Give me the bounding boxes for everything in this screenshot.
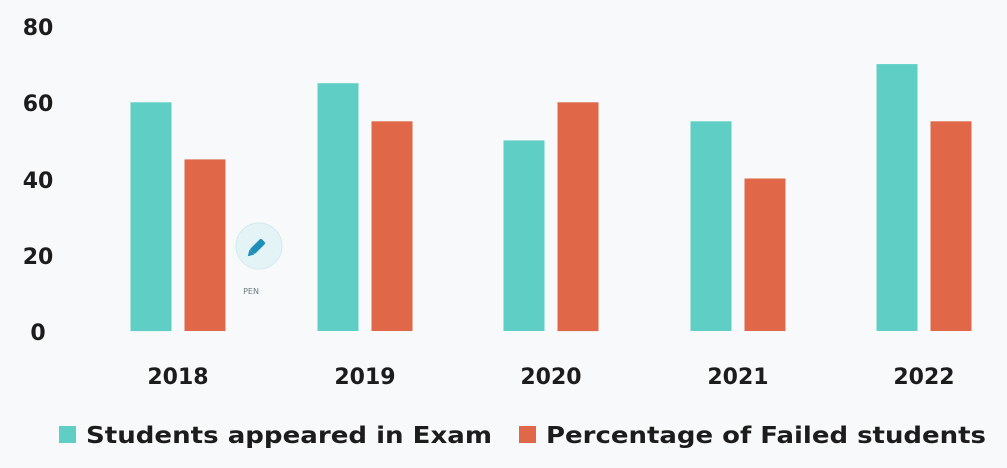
y-tick-60: 60 bbox=[23, 92, 54, 117]
y-tick-20: 20 bbox=[23, 245, 54, 270]
legend-swatch-students-appeared bbox=[59, 426, 76, 443]
bar-failed-percentage-2020 bbox=[557, 102, 599, 332]
y-tick-80: 80 bbox=[23, 16, 54, 41]
x-tick-2020: 2020 bbox=[520, 365, 581, 390]
pen-tool-label: PEN bbox=[243, 287, 259, 296]
legend-swatch-failed-percentage bbox=[519, 426, 536, 443]
bar-students-appeared-2019 bbox=[317, 83, 359, 331]
x-axis: 2018 2019 2020 2021 2022 bbox=[147, 365, 954, 390]
x-tick-2019: 2019 bbox=[334, 365, 395, 390]
bar-failed-percentage-2018 bbox=[184, 159, 226, 331]
y-tick-0: 0 bbox=[30, 321, 45, 346]
bars-group bbox=[130, 64, 972, 332]
y-axis: 80 60 40 20 0 bbox=[23, 16, 54, 346]
bar-failed-percentage-2019 bbox=[371, 121, 413, 331]
legend-label-students-appeared: Students appeared in Exam bbox=[86, 423, 492, 449]
legend: Students appeared in Exam Percentage of … bbox=[59, 423, 986, 449]
bar-students-appeared-2020 bbox=[503, 140, 545, 331]
pen-icon bbox=[247, 239, 265, 257]
x-tick-2022: 2022 bbox=[893, 365, 954, 390]
bar-students-appeared-2018 bbox=[130, 102, 172, 332]
pen-tool-button[interactable]: PEN bbox=[235, 222, 283, 296]
legend-label-failed-percentage: Percentage of Failed students bbox=[546, 423, 986, 449]
y-tick-40: 40 bbox=[23, 169, 54, 194]
bar-failed-percentage-2021 bbox=[744, 178, 786, 331]
bar-failed-percentage-2022 bbox=[930, 121, 972, 331]
bar-students-appeared-2022 bbox=[876, 64, 918, 331]
x-tick-2018: 2018 bbox=[147, 365, 208, 390]
bar-students-appeared-2021 bbox=[690, 121, 732, 331]
x-tick-2021: 2021 bbox=[707, 365, 768, 390]
